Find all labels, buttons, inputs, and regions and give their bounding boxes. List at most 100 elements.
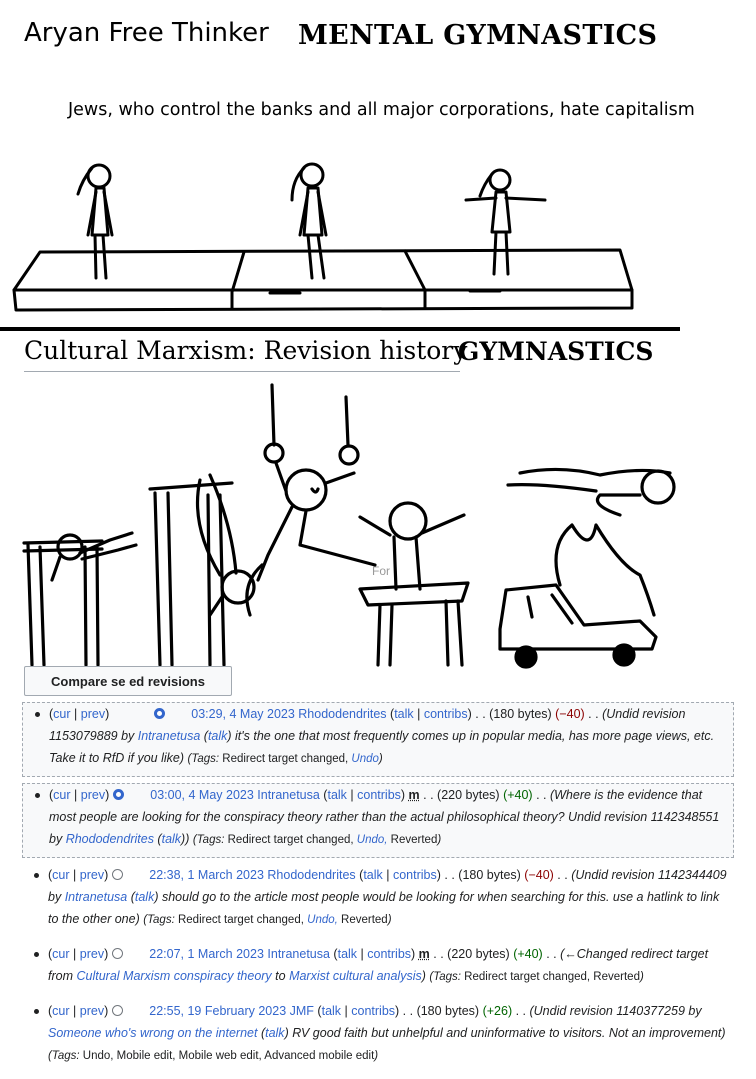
user-contribs-link[interactable]: contribs bbox=[357, 788, 401, 802]
user-link[interactable]: JMF bbox=[289, 1004, 314, 1018]
prev-link[interactable]: prev bbox=[80, 707, 106, 721]
revision-date-link[interactable]: 03:00, 4 May 2023 bbox=[150, 788, 254, 802]
revision-row: (cur | prev) 22:07, 1 March 2023 Intranet… bbox=[22, 943, 734, 994]
user-link[interactable]: Rhododendrites bbox=[298, 707, 387, 721]
radio-new[interactable] bbox=[154, 708, 166, 719]
summary-text: (Where is the evidence that most people … bbox=[49, 788, 720, 846]
prev-link[interactable]: prev bbox=[79, 947, 105, 961]
divider-line bbox=[0, 327, 680, 331]
summary-text: )) bbox=[181, 832, 190, 846]
heading-underline bbox=[24, 371, 460, 372]
size-diff: (−40) bbox=[555, 707, 585, 721]
meme-caption: Jews, who control the banks and all majo… bbox=[68, 100, 695, 120]
tags-text: Redirect target changed, bbox=[222, 753, 349, 765]
summary-text: (Undid revision 1142344409 by bbox=[48, 868, 727, 904]
summary-text: ( bbox=[257, 1026, 266, 1040]
tags-tail: Reverted bbox=[390, 834, 438, 846]
summary-text: ) bbox=[421, 969, 426, 983]
cur-link[interactable]: cur bbox=[52, 947, 70, 961]
summary-text: (Undid revision 1140377259 by bbox=[529, 1004, 702, 1018]
tags-text: Undo, Mobile edit, Mobile web edit, Adva… bbox=[82, 1050, 375, 1062]
meme-title-top: MENTAL GYMNASTICS bbox=[298, 20, 658, 51]
summary-link[interactable]: Intranetusa bbox=[137, 729, 201, 743]
summary-link[interactable]: talk bbox=[161, 832, 182, 846]
summary-text: ) it's the one that most frequently come… bbox=[49, 729, 715, 765]
summary-text: ( bbox=[153, 832, 162, 846]
summary-link[interactable]: Rhododendrites bbox=[65, 832, 154, 846]
tags-label: Tags: bbox=[196, 834, 225, 846]
user-contribs-link[interactable]: contribs bbox=[351, 1004, 396, 1018]
tags-label: Tags: bbox=[147, 914, 175, 926]
cur-link[interactable]: cur bbox=[52, 1004, 70, 1018]
minor-edit-flag: m bbox=[408, 788, 420, 802]
revision-date-link[interactable]: 22:07, 1 March 2023 bbox=[149, 947, 264, 961]
tags-text: Redirect target changed, bbox=[177, 914, 304, 926]
cur-link[interactable]: cur bbox=[53, 707, 71, 721]
undo-tag-link[interactable]: Undo, bbox=[307, 914, 338, 926]
undo-tag-link[interactable]: Undo, bbox=[356, 834, 388, 846]
cur-link[interactable]: cur bbox=[52, 868, 70, 882]
meme-brand: Aryan Free Thinker bbox=[24, 18, 269, 48]
summary-link[interactable]: Cultural Marxism conspiracy theory bbox=[76, 969, 272, 983]
summary-text: ( bbox=[200, 729, 208, 743]
user-talk-link[interactable]: talk bbox=[321, 1004, 342, 1018]
summary-link[interactable]: Intranetusa bbox=[64, 890, 128, 904]
radio-old[interactable] bbox=[113, 789, 125, 800]
prev-link[interactable]: prev bbox=[79, 868, 105, 882]
undo-tag-link[interactable]: Undo bbox=[351, 753, 379, 765]
tags-tail: Reverted bbox=[341, 914, 388, 926]
meme-title-bottom: GYMNASTICS bbox=[458, 337, 654, 366]
tags-label: Tags: bbox=[433, 971, 461, 983]
revision-date-link[interactable]: 03:29, 4 May 2023 bbox=[191, 707, 295, 721]
radio-old[interactable] bbox=[112, 1005, 124, 1016]
summary-text: ) should go to the article most people w… bbox=[48, 890, 720, 926]
revision-size: (180 bytes) bbox=[458, 868, 521, 882]
minor-edit-flag: m bbox=[418, 947, 430, 961]
summary-link[interactable]: talk bbox=[207, 729, 228, 743]
revision-list: (cur | prev) 03:29, 4 May 2023 Rhododendr… bbox=[22, 702, 734, 1079]
tags-label: Tags: bbox=[191, 753, 220, 765]
summary-text: (Undid revision 1153079889 by bbox=[49, 707, 686, 743]
user-link[interactable]: Intranetusa bbox=[257, 788, 320, 802]
compare-revisions-button[interactable]: Compare se ed revisions bbox=[24, 666, 232, 696]
summary-text: (←Changed redirect target from bbox=[48, 947, 709, 983]
size-diff: (+26) bbox=[482, 1004, 513, 1018]
user-contribs-link[interactable]: contribs bbox=[423, 707, 468, 721]
prev-link[interactable]: prev bbox=[79, 1004, 105, 1018]
tags-text: Redirect target changed, Reverted bbox=[464, 971, 640, 983]
summary-link[interactable]: talk bbox=[265, 1026, 285, 1040]
user-contribs-link[interactable]: contribs bbox=[367, 947, 412, 961]
user-talk-link[interactable]: talk bbox=[363, 868, 383, 882]
radio-old[interactable] bbox=[112, 869, 124, 880]
revision-date-link[interactable]: 22:38, 1 March 2023 bbox=[149, 868, 264, 882]
user-contribs-link[interactable]: contribs bbox=[392, 868, 437, 882]
revision-size: (180 bytes) bbox=[416, 1004, 480, 1018]
radio-old[interactable] bbox=[112, 948, 124, 959]
revision-row: (cur | prev) 22:38, 1 March 2023 Rhododen… bbox=[22, 864, 734, 937]
summary-link[interactable]: talk bbox=[134, 890, 155, 904]
size-diff: (+40) bbox=[513, 947, 543, 961]
gymnastics-apparatus-drawing: For bbox=[22, 383, 676, 669]
ring-text: For bbox=[372, 564, 390, 578]
revision-size: (180 bytes) bbox=[489, 707, 552, 721]
cur-link[interactable]: cur bbox=[53, 788, 71, 802]
summary-link[interactable]: Marxist cultural analysis bbox=[289, 969, 422, 983]
tags-label: Tags: bbox=[51, 1050, 80, 1062]
summary-text: to bbox=[271, 969, 290, 983]
page-title: Cultural Marxism: Revision history bbox=[24, 336, 468, 365]
revision-row: (cur | prev) 22:55, 19 February 2023 JMF … bbox=[22, 1000, 734, 1073]
summary-link[interactable]: Someone who's wrong on the internet bbox=[48, 1026, 258, 1040]
revision-size: (220 bytes) bbox=[447, 947, 510, 961]
revision-row: (cur | prev) 03:00, 4 May 2023 Intranetus… bbox=[22, 783, 734, 858]
size-diff: (−40) bbox=[524, 868, 554, 882]
prev-link[interactable]: prev bbox=[80, 788, 106, 802]
user-link[interactable]: Intranetusa bbox=[267, 947, 330, 961]
summary-text: ) RV good faith but unhelpful and uninfo… bbox=[284, 1026, 726, 1040]
user-link[interactable]: Rhododendrites bbox=[267, 868, 356, 882]
revision-date-link[interactable]: 22:55, 19 February 2023 bbox=[149, 1004, 287, 1018]
user-talk-link[interactable]: talk bbox=[337, 947, 358, 961]
user-talk-link[interactable]: talk bbox=[394, 707, 414, 721]
user-talk-link[interactable]: talk bbox=[327, 788, 347, 802]
gymnasts-on-mat-drawing bbox=[12, 162, 634, 312]
size-diff: (+40) bbox=[503, 788, 533, 802]
